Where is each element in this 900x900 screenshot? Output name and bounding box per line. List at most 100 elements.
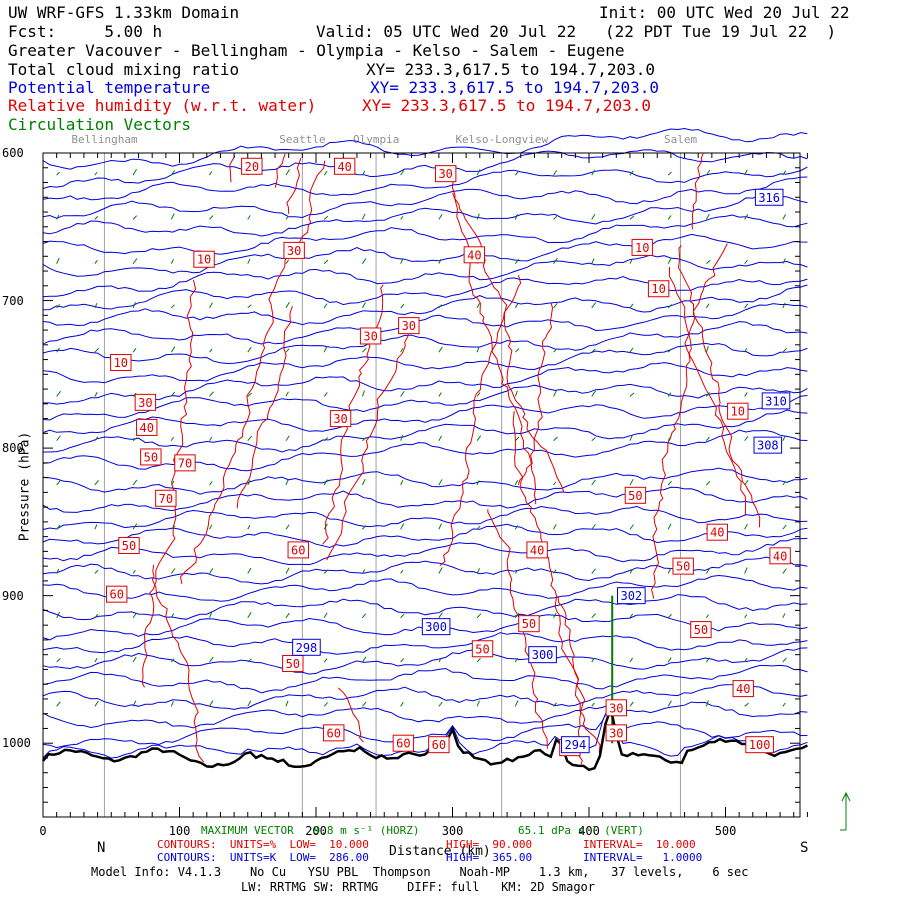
circulation-vector xyxy=(782,524,787,530)
theta-contour xyxy=(43,409,808,453)
y-tick-label: 700 xyxy=(2,293,24,308)
svg-text:10: 10 xyxy=(197,253,211,267)
circulation-vector xyxy=(285,348,290,353)
svg-text:30: 30 xyxy=(609,701,623,715)
circulation-vector xyxy=(438,479,443,486)
svg-text:300: 300 xyxy=(425,620,447,634)
circulation-vector xyxy=(514,348,520,353)
rh-contour xyxy=(274,153,286,188)
rh-contour-label: 10 xyxy=(647,280,670,298)
theta-contour-label: 310 xyxy=(761,392,791,410)
svg-text:40: 40 xyxy=(140,421,154,435)
svg-text:298: 298 xyxy=(296,641,318,655)
circulation-vector xyxy=(629,613,634,619)
circulation-vector xyxy=(132,656,137,663)
circulation-vector xyxy=(94,436,99,442)
circulation-vector xyxy=(438,567,443,574)
circulation-vector xyxy=(132,437,138,442)
circulation-vector xyxy=(400,434,404,441)
circulation-vector xyxy=(782,568,787,574)
rh-contour xyxy=(326,334,410,561)
circulation-vector xyxy=(705,614,710,619)
x-axis-label: Distance (km) xyxy=(389,844,491,859)
circulation-vector xyxy=(553,612,557,619)
circulation-vector xyxy=(667,480,672,486)
theta-contour xyxy=(42,703,808,759)
circulation-vector xyxy=(591,524,596,530)
circulation-vector xyxy=(285,169,290,176)
rh-contour-label: 30 xyxy=(359,327,382,345)
circulation-vector xyxy=(323,170,328,176)
circulation-vector xyxy=(170,658,175,663)
svg-text:316: 316 xyxy=(758,191,780,205)
circulation-vector xyxy=(553,524,557,530)
circulation-vector xyxy=(744,169,748,176)
circulation-vector xyxy=(400,258,404,264)
circulation-vector xyxy=(514,303,519,309)
contour-label-layer: 20 40 30 10 30 40 10 10 30 30 10 30 40 30 10 50 70 70 50 40… xyxy=(106,157,791,757)
circulation-vector xyxy=(323,569,329,574)
circulation-vector xyxy=(667,657,672,663)
circulation-vector xyxy=(705,346,709,353)
circulation-vector xyxy=(323,392,328,397)
svg-text:40: 40 xyxy=(736,682,750,696)
circulation-vector xyxy=(94,569,99,574)
svg-text:70: 70 xyxy=(159,492,173,506)
svg-text:50: 50 xyxy=(122,539,136,553)
svg-text:60: 60 xyxy=(396,737,410,751)
circulation-vector xyxy=(285,301,290,309)
circulation-vector xyxy=(438,612,443,619)
circulation-vector xyxy=(744,348,748,353)
circulation-vector xyxy=(132,258,138,264)
circulation-vector xyxy=(56,171,60,176)
theta-contour xyxy=(42,537,808,566)
model-physics: LW: RRTMG SW: RRTMG DIFF: full KM: 2D Sm… xyxy=(241,880,596,894)
theta-contour xyxy=(42,214,808,255)
field-theta-xy: XY= 233.3,617.5 to 194.7,203.0 xyxy=(370,78,659,97)
circulation-vector xyxy=(247,700,252,707)
rh-contour-label: 50 xyxy=(471,640,494,658)
circulation-vector xyxy=(629,435,633,441)
circulation-vector xyxy=(400,216,404,220)
circulation-vector xyxy=(706,259,711,265)
circulation-vector xyxy=(132,348,137,353)
svg-text:302: 302 xyxy=(620,589,642,603)
circulation-vector xyxy=(514,525,519,530)
rh-contour-label: 60 xyxy=(287,541,309,559)
rh-contour-label: 50 xyxy=(118,536,140,554)
circulation-vector xyxy=(476,435,482,442)
theta-contour xyxy=(42,383,808,421)
rh-contour xyxy=(651,243,728,599)
circulation-vector xyxy=(629,657,634,663)
theta-contour xyxy=(42,594,808,621)
circulation-vector xyxy=(56,658,61,663)
circulation-vector xyxy=(667,700,672,707)
svg-text:50: 50 xyxy=(676,560,690,574)
rh-contour-label: 50 xyxy=(282,655,304,673)
circulation-vector xyxy=(285,259,290,264)
circulation-vector xyxy=(209,215,214,220)
rh-contour-label: 70 xyxy=(174,454,196,472)
circulation-vector xyxy=(362,613,366,619)
circulation-vector xyxy=(247,258,251,264)
circulation-vector xyxy=(209,302,213,309)
circulation-vector xyxy=(56,435,61,442)
circulation-vector xyxy=(438,523,442,530)
circulation-vector xyxy=(400,303,405,309)
rh-contour-label: 10 xyxy=(110,354,132,372)
circulation-vector xyxy=(132,700,137,707)
circulation-vector xyxy=(362,701,367,707)
circulation-vector xyxy=(56,257,60,264)
circulation-vector xyxy=(667,304,673,309)
circulation-vector xyxy=(285,391,289,397)
field-cloud-xy: XY= 233.3,617.5 to 194.7,203.0 xyxy=(366,60,655,79)
circulation-vector xyxy=(629,568,634,574)
circulation-vector xyxy=(209,481,213,486)
svg-text:50: 50 xyxy=(475,642,489,656)
circulation-vector xyxy=(209,568,214,574)
circulation-vector xyxy=(209,656,214,663)
circulation-vector xyxy=(667,348,672,353)
circulation-vector xyxy=(744,479,749,486)
circulation-vector xyxy=(323,658,328,663)
rh-contour-label: 50 xyxy=(518,615,540,633)
